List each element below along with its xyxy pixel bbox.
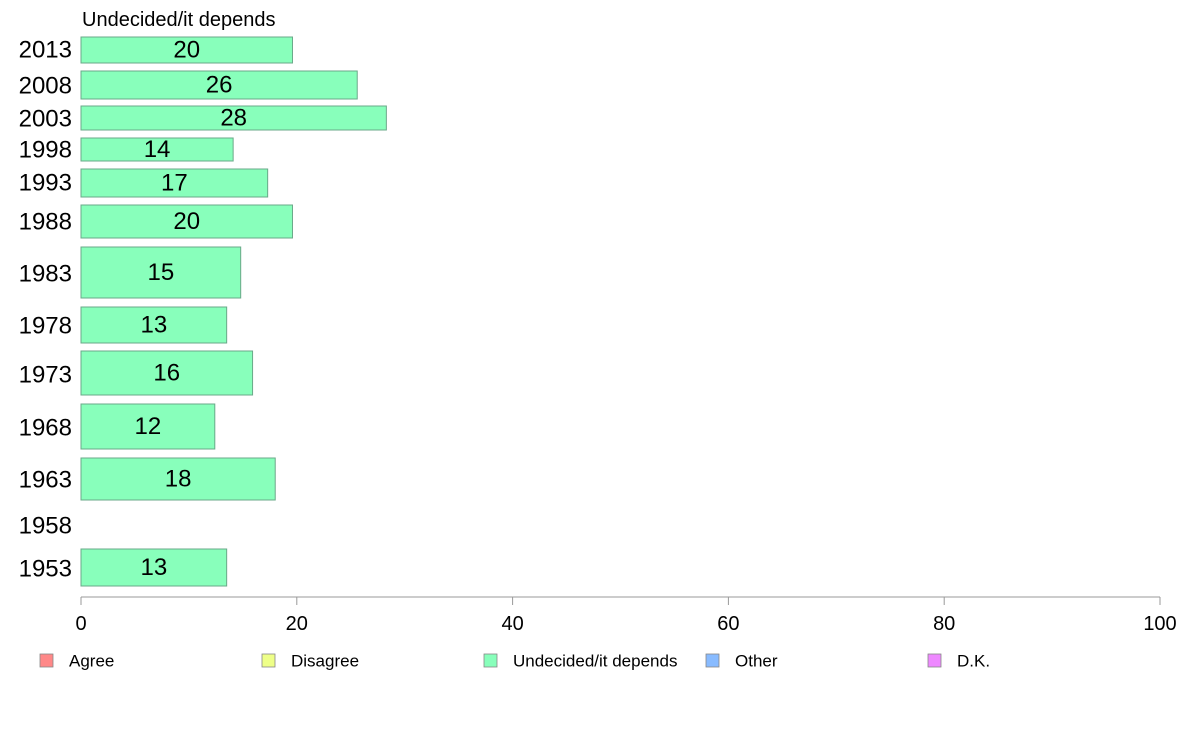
bar-2013	[80, 36, 293, 64]
year-label-1963: 1963	[19, 467, 72, 494]
year-label-2008: 2008	[19, 73, 72, 100]
year-label-1958: 1958	[19, 513, 72, 540]
legend-swatch-0	[39, 653, 54, 668]
bar-1993	[80, 168, 269, 198]
legend-swatch-1	[261, 653, 276, 668]
bar-label-1998: 14	[144, 136, 171, 163]
x-tick-label-0: 0	[75, 613, 86, 635]
legend-swatch-2	[483, 653, 498, 668]
bar-2008	[80, 70, 358, 100]
year-label-1968: 1968	[19, 415, 72, 442]
bar-1988	[80, 204, 293, 239]
legend-swatch-4	[927, 653, 942, 668]
x-tick-label-20: 20	[286, 613, 308, 635]
bar-2003	[80, 105, 387, 131]
bar-label-2013: 20	[173, 37, 200, 64]
bar-1968	[80, 403, 216, 450]
year-label-1983: 1983	[19, 261, 72, 288]
legend-swatch-3	[705, 653, 720, 668]
year-label-1988: 1988	[19, 209, 72, 236]
bar-label-1978: 13	[140, 312, 167, 339]
legend-label-3: Other	[735, 652, 778, 671]
year-label-1973: 1973	[19, 362, 72, 389]
x-tick-label-80: 80	[933, 613, 955, 635]
year-label-1998: 1998	[19, 137, 72, 164]
x-tick-label-100: 100	[1143, 613, 1176, 635]
bar-label-1988: 20	[173, 208, 200, 235]
bar-1983	[80, 246, 242, 299]
legend-label-1: Disagree	[291, 652, 359, 671]
year-label-1978: 1978	[19, 313, 72, 340]
bar-label-1973: 16	[153, 360, 180, 387]
year-label-2013: 2013	[19, 37, 72, 64]
year-label-1953: 1953	[19, 556, 72, 583]
bar-1953	[80, 548, 228, 587]
year-label-2003: 2003	[19, 106, 72, 133]
bar-label-2008: 26	[206, 72, 233, 99]
bar-label-1968: 12	[135, 413, 162, 440]
chart-title: Undecided/it depends	[82, 9, 275, 31]
year-label-1993: 1993	[19, 170, 72, 197]
bar-1998	[80, 137, 234, 162]
bar-label-1953: 13	[140, 554, 167, 581]
bar-1963	[80, 457, 276, 501]
legend-label-0: Agree	[69, 652, 114, 671]
x-tick-label-40: 40	[501, 613, 523, 635]
bar-label-1963: 18	[165, 466, 192, 493]
legend-label-2: Undecided/it depends	[513, 652, 677, 671]
bar-label-1993: 17	[161, 170, 188, 197]
x-tick-label-60: 60	[717, 613, 739, 635]
legend-label-4: D.K.	[957, 652, 990, 671]
bar-label-1983: 15	[147, 259, 174, 286]
bar-label-2003: 28	[220, 105, 247, 132]
bar-1973	[80, 350, 254, 396]
bar-1978	[80, 306, 228, 344]
